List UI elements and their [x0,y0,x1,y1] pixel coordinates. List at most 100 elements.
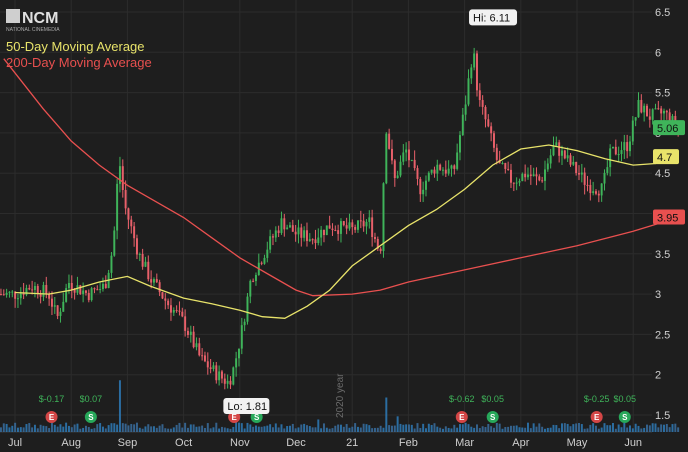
candle-body [368,217,371,222]
candle-body [19,292,22,299]
candle-body [331,228,334,231]
volume-bar [422,423,425,432]
volume-bar [362,423,365,432]
candle-body [87,292,90,301]
candle-body [535,174,538,177]
volume-bar [90,428,93,432]
volume-bar [373,427,376,432]
volume-bar [96,424,99,432]
candle-body [356,220,359,230]
volume-bar [430,424,433,432]
candle-body [181,311,184,317]
volume-bar [42,425,45,432]
volume-bar [8,427,11,432]
candle-body [16,298,19,300]
volume-bar [308,426,311,432]
ma200-value-box [653,209,685,225]
y-tick-label: 6.5 [655,7,670,19]
event-badge-letter: E [232,413,238,422]
candle-body [359,220,362,222]
volume-bar [665,423,668,432]
event-markers: $-0.17 E $0.07 S E S $-0.62 E $0.05 S $-0.25 E $0.05… [39,394,636,423]
volume-bar [107,425,110,432]
volume-bar [651,423,654,432]
candle-body [566,155,569,159]
event-value-label: $-0.17 [39,394,65,404]
volume-bar [147,424,150,432]
volume-bar [595,425,597,432]
volume-bar [643,427,646,432]
candle-body [184,316,187,331]
volume-bar [184,422,187,432]
legend-ma50: 50-Day Moving Average [6,39,145,54]
volume-bar [161,424,164,432]
candle-body [430,169,433,173]
candle-body [651,109,654,120]
candle-body [583,172,586,185]
volume-bar [535,426,538,432]
volume-bar [475,424,478,432]
candle-body [223,378,226,384]
volume-bar [524,427,527,432]
candle-body [490,126,493,134]
volume-bar [331,428,334,432]
candle-body [342,221,345,226]
candle-body [402,152,405,162]
volume-bar [532,423,535,432]
y-tick-label: 3 [655,289,661,301]
volume-bar [104,428,107,432]
volume-bar [209,428,212,432]
candle-body [396,175,399,179]
last-price-label: 5.06 [657,123,678,135]
candle-body [206,361,209,368]
event-value-label: $0.05 [481,394,504,404]
candle-body [620,150,623,155]
lo-callout: Lo: 1.81 [223,398,270,415]
candle-body [609,148,612,168]
volume-bar [577,422,580,432]
x-tick-label: Jun [624,437,642,449]
candle-body [577,173,580,175]
candle-body [31,289,34,291]
candle-body [198,343,201,356]
candle-body [597,193,600,196]
volume-bar [467,424,470,432]
candle-body [237,348,240,359]
candle-body [172,310,175,313]
event-badge-letter: S [254,413,260,422]
volume-bar [2,423,5,432]
volume-bar [260,426,263,432]
y-tick-label: 2 [655,370,661,382]
volume-bar [427,423,430,432]
volume-bar [322,423,325,432]
x-tick-label: Feb [399,437,418,449]
volume-bar [266,425,269,432]
candle-body [104,283,107,289]
volume-bar [25,424,28,432]
volume-bar [385,397,388,432]
candle-body [345,225,348,229]
candle-body [152,279,155,283]
volume-bar [600,427,603,432]
volume-bar [555,425,558,432]
candle-body [586,184,589,186]
event-badge-letter: E [49,413,55,422]
candle-body [175,310,178,312]
candle-body [266,249,269,258]
candle-body [637,99,640,118]
volume-bar [609,425,612,432]
candle-body [59,311,62,316]
legend-ma200: 200-Day Moving Average [6,55,152,70]
volume-bar [529,428,532,432]
volume-bar [592,423,595,432]
candle-body [240,325,243,349]
volume-bar [507,426,510,432]
volume-bar [478,428,481,432]
volume-bar [637,425,640,432]
candle-body [317,237,320,244]
candle-body [50,298,53,307]
candle-body [297,227,300,235]
volume-bar [359,427,362,432]
volume-bar [303,423,306,432]
